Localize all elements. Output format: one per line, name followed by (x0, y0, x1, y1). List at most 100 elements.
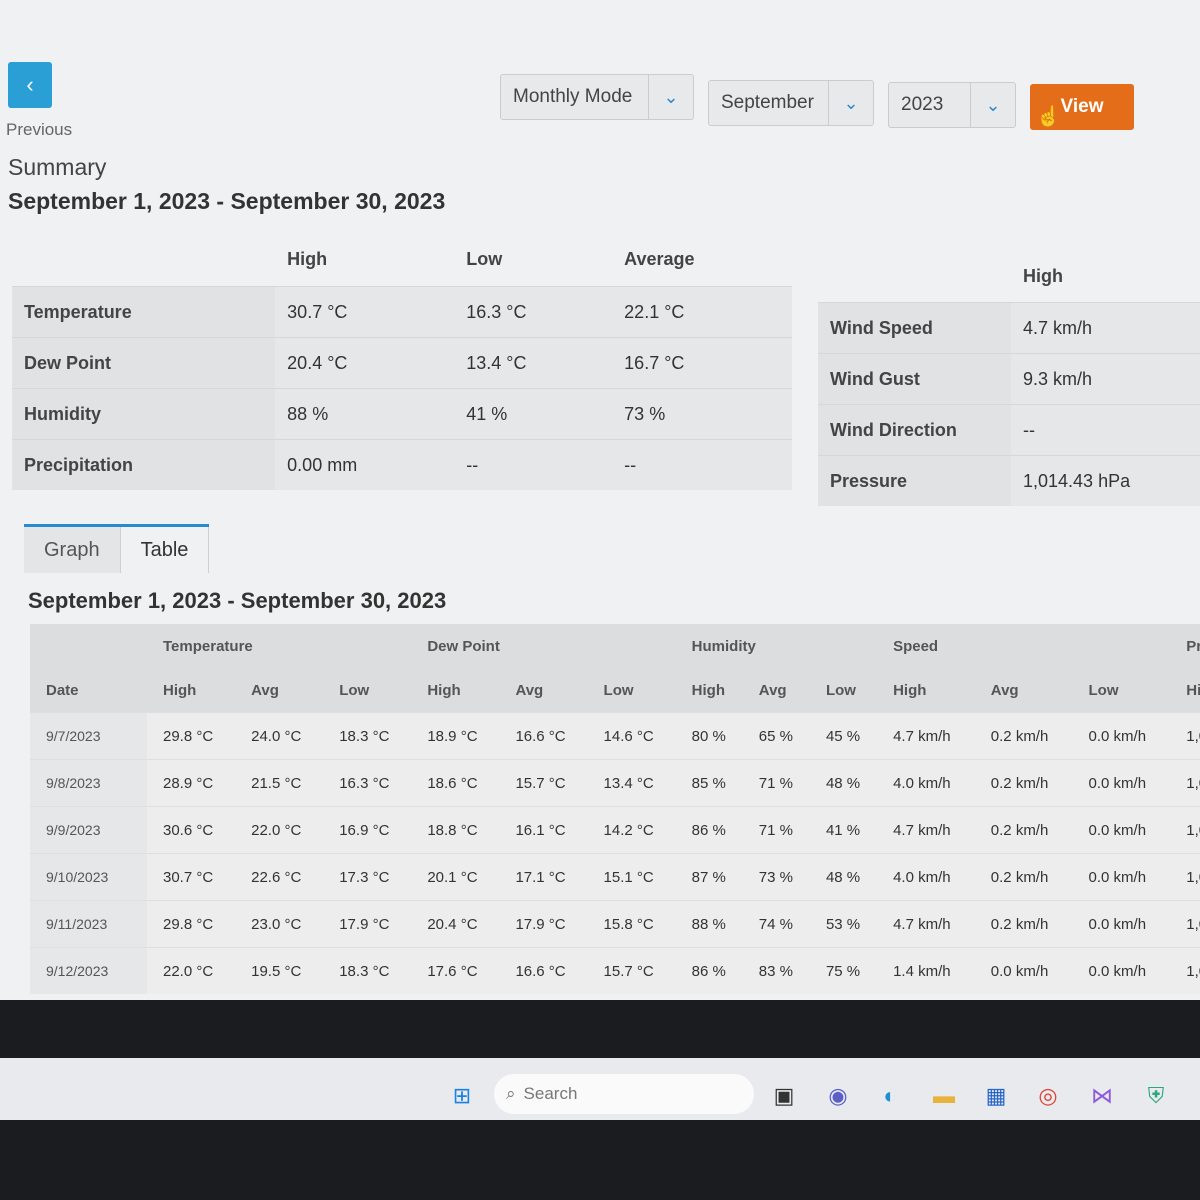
table-cell: 86 % (675, 947, 743, 994)
summary-date-range: September 1, 2023 - September 30, 2023 (8, 188, 446, 214)
table-cell: 0.2 km/h (974, 806, 1073, 854)
edge-browser-icon[interactable]: ◐ (883, 1083, 897, 1108)
col-header: Low (809, 668, 878, 713)
table-cell: 0.0 km/h (1072, 853, 1171, 901)
file-explorer-icon[interactable]: ▬ (933, 1083, 955, 1108)
chevron-down-icon: ⌄ (828, 81, 873, 125)
table-cell: 19.5 °C (235, 947, 324, 994)
store-icon[interactable]: ▦ (985, 1083, 1007, 1108)
table-cell: 15.1 °C (587, 853, 676, 901)
table-cell: 48 % (809, 759, 878, 807)
table-cell: 73 % (742, 853, 810, 901)
table-row: Humidity 88 % 41 % 73 % (12, 388, 792, 440)
windows-start-icon[interactable]: ⊞ (452, 1083, 472, 1108)
table-cell: 41 % (809, 806, 878, 854)
taskbar-search[interactable]: ⌕ Search (494, 1074, 754, 1114)
table-cell: 45 % (809, 712, 878, 760)
col-header: Avg (742, 668, 810, 713)
table-row: Wind Gust 9.3 km/h (818, 353, 1200, 405)
table-cell: 29.8 °C (147, 900, 236, 948)
table-cell: 24.0 °C (235, 712, 324, 760)
table-cell: 22.0 °C (147, 947, 236, 994)
table-cell: 0.0 km/h (1072, 759, 1171, 807)
table-cell: 14.6 °C (587, 712, 676, 760)
table-cell: 17.3 °C (323, 853, 412, 901)
table-cell: 0.0 km/h (1072, 947, 1171, 994)
chevron-down-icon: ⌄ (648, 75, 693, 119)
col-header: Low (1072, 668, 1171, 713)
group-header-row: Temperature Dew Point Humidity Speed Pr (30, 624, 1200, 668)
col-header-date: Date (30, 668, 147, 713)
previous-button[interactable]: ‹ (8, 62, 52, 108)
table-cell: 0.2 km/h (974, 853, 1073, 901)
table-row: Wind Speed 4.7 km/h (818, 302, 1200, 354)
table-row: 9/11/2023 29.8 °C 23.0 °C 17.9 °C 20.4 °C 17.… (30, 900, 1200, 948)
col-header: Avg (974, 668, 1073, 713)
table-cell: 18.3 °C (323, 712, 412, 760)
table-cell: 4.7 km/h (877, 712, 975, 760)
col-header: High (675, 668, 743, 713)
table-cell: 0.2 km/h (974, 900, 1073, 948)
table-row: Temperature 30.7 °C 16.3 °C 22.1 °C (12, 286, 792, 338)
search-icon: ⌕ (506, 1084, 516, 1103)
table-cell: 75 % (809, 947, 878, 994)
table-cell: 80 % (675, 712, 743, 760)
previous-label[interactable]: Previous (6, 120, 73, 139)
chat-icon[interactable]: ◉ (828, 1083, 848, 1108)
col-header: High (147, 668, 236, 713)
month-select[interactable]: September ⌄ (708, 80, 874, 126)
group-temperature: Temperature (147, 624, 412, 668)
table-cell: 65 % (742, 712, 810, 760)
table-cell: 1.4 km/h (877, 947, 975, 994)
group-dew-point: Dew Point (411, 624, 676, 668)
col-header: High (877, 668, 975, 713)
task-view-icon[interactable]: ▣ (773, 1083, 795, 1108)
security-shield-icon[interactable]: ⛨ (1147, 1083, 1165, 1108)
row-date: 9/9/2023 (30, 806, 147, 854)
mode-select[interactable]: Monthly Mode ⌄ (500, 74, 694, 120)
table-cell: 0.0 km/h (974, 947, 1073, 994)
table-cell: 0.0 km/h (1072, 806, 1171, 854)
subheader-row: Date High Avg Low High Avg Low High Avg … (30, 668, 1200, 713)
table-cell: 22.0 °C (235, 806, 324, 854)
table-cell: 83 % (742, 947, 810, 994)
table-cell: 1,0 (1170, 947, 1200, 994)
col-header: High (411, 668, 500, 713)
table-cell: 1,0 (1170, 900, 1200, 948)
chrome-browser-icon[interactable]: ◎ (1038, 1083, 1058, 1108)
table-cell: 18.3 °C (323, 947, 412, 994)
table-cell: 15.7 °C (587, 947, 676, 994)
mode-select-value: Monthly Mode (513, 86, 633, 107)
table-row: Dew Point 20.4 °C 13.4 °C 16.7 °C (12, 337, 792, 389)
table-cell: 18.6 °C (411, 759, 500, 807)
tab-table[interactable]: Table (120, 527, 210, 573)
table-cell: 0.0 km/h (1072, 712, 1171, 760)
table-row: 9/8/2023 28.9 °C 21.5 °C 16.3 °C 18.6 °C 15.7… (30, 759, 1200, 807)
table-cell: 16.9 °C (323, 806, 412, 854)
table-cell: 17.1 °C (499, 853, 588, 901)
year-select[interactable]: 2023 ⌄ (888, 82, 1016, 128)
row-date: 9/12/2023 (30, 947, 147, 994)
group-pressure: Pr (1170, 624, 1200, 668)
hand-cursor-icon: ☝ (1036, 106, 1061, 128)
table-cell: 23.0 °C (235, 900, 324, 948)
table-cell: 4.0 km/h (877, 853, 975, 901)
col-header: Low (587, 668, 676, 713)
col-header-low: Low (454, 232, 613, 287)
col-header-average: Average (612, 232, 792, 287)
table-cell: 21.5 °C (235, 759, 324, 807)
month-select-value: September (721, 92, 814, 113)
taskbar-search-placeholder: Search (523, 1084, 578, 1103)
table-cell: 1,0 (1170, 712, 1200, 760)
visual-studio-icon[interactable]: ⋈ (1091, 1083, 1113, 1108)
col-header-high: High (275, 232, 455, 287)
table-cell: 1,0 (1170, 853, 1200, 901)
col-header: Low (323, 668, 412, 713)
table-row: Wind Direction -- (818, 404, 1200, 456)
row-date: 9/10/2023 (30, 853, 147, 901)
table-cell: 4.7 km/h (877, 900, 975, 948)
col-header: Avg (235, 668, 324, 713)
view-button[interactable]: View (1030, 84, 1134, 130)
table-cell: 17.9 °C (323, 900, 412, 948)
tab-graph[interactable]: Graph (24, 527, 121, 573)
